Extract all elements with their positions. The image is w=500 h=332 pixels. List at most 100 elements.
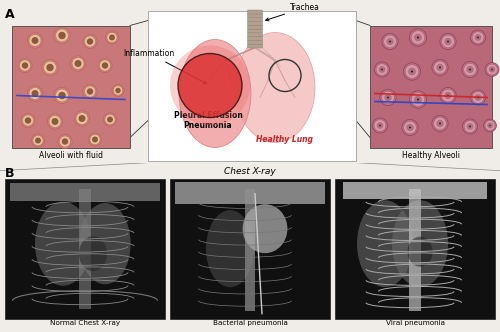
Bar [5,179,165,319]
FancyBboxPatch shape [248,14,262,18]
Circle shape [472,32,484,43]
Circle shape [92,136,98,142]
Circle shape [464,63,476,76]
Circle shape [486,64,498,75]
Circle shape [18,58,32,73]
Circle shape [374,120,386,131]
Text: Healthy Alveoli: Healthy Alveoli [402,150,460,159]
Circle shape [469,68,471,70]
Circle shape [104,113,117,126]
Circle shape [489,66,495,73]
Circle shape [83,34,97,49]
Circle shape [378,66,386,73]
Circle shape [107,117,113,123]
Circle shape [48,114,62,129]
Circle shape [20,60,30,71]
Bar [343,182,487,199]
Circle shape [28,33,42,48]
Bar [175,182,325,204]
Circle shape [58,32,66,39]
Circle shape [477,97,479,98]
Text: Pleural Effusion
Pneumonia: Pleural Effusion Pneumonia [174,111,242,130]
Circle shape [60,136,70,147]
Circle shape [434,61,446,74]
Circle shape [22,115,34,126]
Circle shape [102,62,108,69]
Ellipse shape [179,40,251,147]
Ellipse shape [206,210,254,287]
Circle shape [447,41,449,42]
Circle shape [84,36,96,47]
Circle shape [474,34,482,41]
Circle shape [387,97,389,99]
Circle shape [25,117,31,124]
Circle shape [417,37,419,39]
Circle shape [474,94,482,101]
Circle shape [178,53,242,118]
Circle shape [84,86,96,97]
Bar [148,11,356,160]
Circle shape [384,35,396,48]
Circle shape [489,125,491,126]
Circle shape [464,121,476,132]
Circle shape [376,64,388,75]
Text: Trachea: Trachea [266,3,320,21]
Bar [12,26,130,147]
Circle shape [491,69,493,70]
Bar [10,183,160,201]
Circle shape [410,91,426,108]
Circle shape [46,64,54,71]
Circle shape [109,35,115,41]
FancyBboxPatch shape [248,33,262,37]
Circle shape [78,115,86,122]
FancyBboxPatch shape [248,25,262,29]
Circle shape [90,134,100,145]
Circle shape [105,114,115,124]
Circle shape [410,29,426,46]
Circle shape [409,126,411,128]
Circle shape [402,120,418,135]
Circle shape [29,35,41,46]
Circle shape [42,59,58,76]
Circle shape [32,90,38,97]
Circle shape [417,99,419,101]
Bar [409,189,421,311]
Circle shape [83,84,97,99]
Circle shape [44,61,57,74]
Circle shape [382,34,398,49]
Circle shape [380,89,396,106]
Circle shape [462,61,478,78]
FancyBboxPatch shape [248,37,262,41]
Circle shape [414,96,422,103]
Circle shape [432,116,448,131]
Circle shape [74,60,82,67]
Circle shape [74,111,90,126]
Circle shape [70,56,86,71]
Circle shape [32,134,44,147]
Bar [335,179,495,319]
Circle shape [442,35,454,48]
Circle shape [58,92,66,99]
Circle shape [411,70,413,73]
Circle shape [414,34,422,42]
FancyBboxPatch shape [248,21,262,25]
Text: Viral pneumonia: Viral pneumonia [386,320,444,326]
Circle shape [436,64,444,71]
Bar [370,26,492,147]
Circle shape [466,123,473,130]
Circle shape [87,38,93,45]
Text: Alveoli with fluid: Alveoli with fluid [39,150,103,159]
Circle shape [54,27,70,44]
Circle shape [49,116,61,127]
Circle shape [436,120,444,127]
Circle shape [406,124,414,131]
FancyBboxPatch shape [248,44,262,48]
Circle shape [62,138,68,145]
Ellipse shape [235,33,315,142]
Circle shape [52,118,59,125]
Circle shape [434,117,446,130]
Bar [79,189,91,309]
Circle shape [470,30,486,45]
Circle shape [56,89,68,102]
Ellipse shape [357,200,413,287]
